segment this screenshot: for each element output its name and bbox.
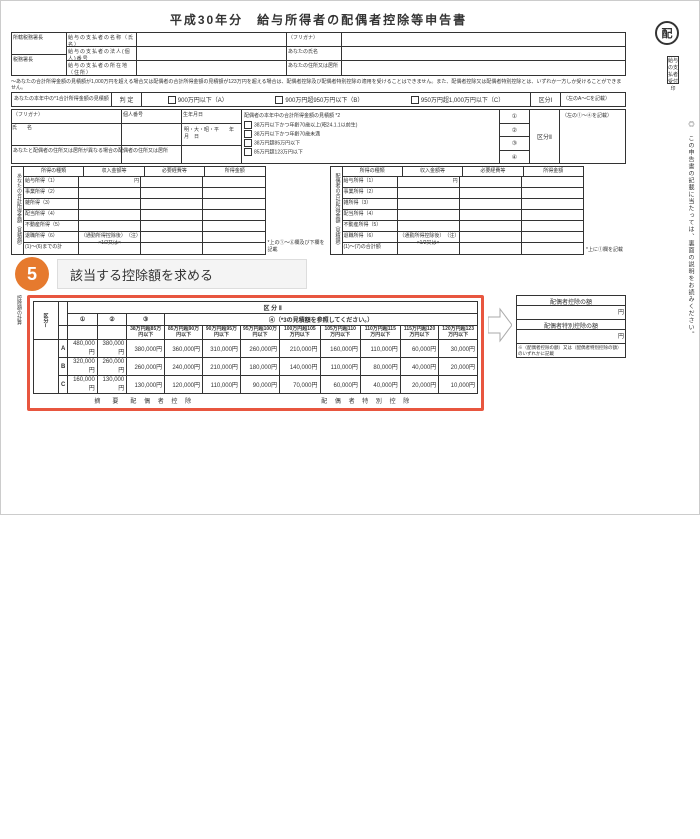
form-title: 平成30年分 給与所得者の配偶者控除等申告書: [11, 11, 626, 28]
payer-name-label: 給与の支払者の名称（氏名）: [67, 33, 137, 46]
form-area: 平成30年分 給与所得者の配偶者控除等申告書 所轄税務署長 税務署長 給与の支払…: [11, 11, 626, 411]
result-title-1: 配偶者控除の額: [517, 296, 625, 306]
payer-corpnum-field[interactable]: [137, 47, 286, 60]
kubun-ii: ① ② ③ ④: [500, 110, 530, 163]
spouse-income-box: 配偶者の本年中の合計所得金額の見積額 *2 38万円以下かつ年齢70歳以上(昭2…: [242, 110, 500, 163]
stamp-box: 給与の支払者受付印: [667, 56, 679, 84]
spouse-income-title: 配偶者の本年中の合計所得金額の見積額 *2: [244, 112, 497, 119]
arrow-icon: [488, 295, 512, 355]
payer-addr-field[interactable]: [137, 61, 286, 75]
row-a: A 480,000円380,000円380,000円360,000円310,00…: [34, 340, 478, 358]
opt-a[interactable]: 900万円以下（A）: [168, 95, 228, 104]
spouse-furigana-label: （フリガナ）: [12, 110, 122, 123]
your-info: （フリガナ） あなたの氏名 あなたの住所又は居所: [287, 33, 625, 75]
result-val-2[interactable]: 円: [517, 330, 625, 344]
your-name-label: あなたの氏名: [287, 47, 342, 60]
row-b: B 320,000円260,000円260,000円240,000円210,00…: [34, 358, 478, 376]
your-calc-title: あなたの合計所得金額（見積額）: [12, 167, 24, 254]
result-val-1[interactable]: 円: [517, 306, 625, 320]
matrix-side-title: 控除額の計算: [11, 295, 23, 325]
result-caution: ※（配偶者控除の額）又は（配偶者特別控除の額）のいずれかに記載: [517, 344, 625, 357]
vertical-note: ◎ この申告書の記載に当たっては、裏面の説明をお読みください。: [686, 121, 695, 401]
step5-text: 該当する控除額を求める: [57, 259, 307, 289]
payer-name-field[interactable]: [137, 33, 286, 46]
bracket-options: 900万円以下（A） 900万円超950万円以下（B） 950万円超1,000万…: [142, 93, 530, 106]
opt-c[interactable]: 950万円超1,000万円以下（C）: [411, 95, 504, 104]
step5-callout: 5 該当する控除額を求める: [11, 259, 626, 289]
page-root: 配 給与の支払者受付印 ◎ この申告書の記載に当たっては、裏面の説明をお読みくだ…: [0, 0, 700, 515]
opt-b[interactable]: 900万円超950万円以下（B）: [275, 95, 363, 104]
spouse-calc-table: 配偶者の合計所得金額（見積額） 所得の種類収入金額等必要経費等所得金額 給与所得…: [330, 166, 585, 255]
check-3[interactable]: 38万円超85万円以下: [244, 139, 497, 147]
matrix-highlight: 区分Ⅰ 区 分 Ⅱ ① ② ③ ④（*3の見積額を参照してください。） 38万円…: [27, 295, 484, 411]
tax-office-bot: 税務署長: [12, 55, 66, 76]
spouse-birth-label: 生年月日: [182, 110, 241, 123]
your-furigana-label: （フリガナ）: [287, 33, 342, 46]
kubun-i: 区分Ⅰ: [530, 93, 560, 106]
kubun-ii-note: （左の①～④を記載）: [560, 110, 625, 163]
caution-text: ～あなたの合計所得金額の見積額が1,000万円を超える場合又は配偶者の合計所得金…: [11, 78, 626, 92]
your-furigana-field[interactable]: [342, 33, 625, 46]
tax-office: 所轄税務署長 税務署長: [12, 33, 67, 75]
matrix-bottom-labels: 摘 要 配 偶 者 控 除 配 偶 者 特 別 控 除: [33, 396, 478, 405]
kubun-ii-label: 区分Ⅱ: [530, 110, 560, 163]
your-estimate-label: あなたの本年中の*1合計所得金額の見積額: [12, 93, 112, 106]
check-1[interactable]: 38万円以下かつ年齢70歳以上(昭24.1.1以前生): [244, 121, 497, 129]
calc-tables: あなたの合計所得金額（見積額） 所得の種類収入金額等必要経費等所得金額 給与所得…: [11, 166, 626, 255]
step5-badge: 5: [15, 257, 49, 291]
deduction-matrix: 区分Ⅰ 区 分 Ⅱ ① ② ③ ④（*3の見積額を参照してください。） 38万円…: [33, 301, 478, 394]
matrix-title: 区 分 Ⅱ: [68, 302, 478, 314]
row-c: C 160,000円130,000円130,000円120,000円110,00…: [34, 376, 478, 394]
your-addr-label: あなたの住所又は居所: [287, 61, 342, 75]
section-spouse: （フリガナ） 個人番号 生年月日 氏 名 明・大・昭・平 年 月 日 あなたと配…: [11, 109, 626, 164]
hai-circle: 配: [655, 21, 679, 45]
kubun-i-note: （左のA～Cを記載）: [560, 93, 625, 106]
payer-corpnum-label: 給与の支払者の法人(個人)番号: [67, 47, 137, 60]
spouse-addr-label: あなたと配偶者の住所又は居所が異なる場合の配偶者の住所又は居所: [12, 145, 241, 163]
spouse-mynumber-label: 個人番号: [122, 110, 182, 123]
your-calc-table: あなたの合計所得金額（見積額） 所得の種類収入金額等必要経費等所得金額 給与所得…: [11, 166, 266, 255]
mid-notes: *上の①～⑥欄及び下欄を記載: [268, 166, 328, 255]
result-title-2: 配偶者特別控除の額: [517, 320, 625, 330]
spouse-id: （フリガナ） 個人番号 生年月日 氏 名 明・大・昭・平 年 月 日 あなたと配…: [12, 110, 242, 163]
check-2[interactable]: 38万円以下かつ年齢70歳未満: [244, 130, 497, 138]
your-addr-field[interactable]: [342, 61, 625, 75]
kubun-i-side: 区分Ⅰ: [34, 302, 59, 340]
check-4[interactable]: 85万円超123万円以下: [244, 148, 497, 156]
your-name-field[interactable]: [342, 47, 625, 60]
right-note: *上に①欄を記載: [586, 166, 626, 255]
spouse-calc-title: 配偶者の合計所得金額（見積額）: [331, 167, 343, 254]
payer-info: 給与の支払者の名称（氏名） 給与の支払者の法人(個人)番号 給与の支払者の所在地…: [67, 33, 287, 75]
tax-office-top: 所轄税務署長: [12, 33, 66, 55]
top-box: 所轄税務署長 税務署長 給与の支払者の名称（氏名） 給与の支払者の法人(個人)番…: [11, 32, 626, 76]
deduction-matrix-section: 控除額の計算 区分Ⅰ 区 分 Ⅱ ① ② ③ ④（*3の見積額を参照してください…: [11, 295, 626, 411]
hanrei-label: 判 定: [112, 93, 142, 106]
section-income-bracket: あなたの本年中の*1合計所得金額の見積額 判 定 900万円以下（A） 900万…: [11, 92, 626, 107]
result-box: 配偶者控除の額 円 配偶者特別控除の額 円 ※（配偶者控除の額）又は（配偶者特別…: [516, 295, 626, 358]
payer-addr-label: 給与の支払者の所在地（住所）: [67, 61, 137, 75]
